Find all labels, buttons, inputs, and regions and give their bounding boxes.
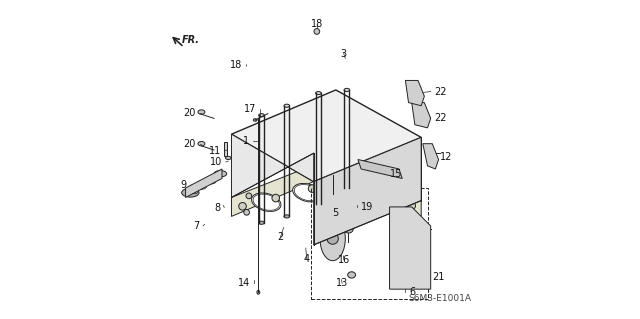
Polygon shape [423, 144, 438, 169]
Ellipse shape [344, 186, 349, 189]
Ellipse shape [188, 188, 198, 194]
Text: 13: 13 [336, 278, 348, 288]
Text: 20: 20 [184, 108, 196, 118]
Polygon shape [232, 90, 421, 182]
Ellipse shape [225, 156, 231, 160]
Text: 2: 2 [277, 232, 284, 242]
Ellipse shape [206, 178, 216, 184]
Ellipse shape [182, 188, 199, 197]
Circle shape [314, 29, 320, 34]
Ellipse shape [348, 272, 356, 278]
Text: 8: 8 [214, 203, 220, 212]
Text: 11: 11 [209, 146, 221, 156]
Ellipse shape [284, 215, 290, 218]
Circle shape [239, 203, 246, 210]
Ellipse shape [196, 184, 207, 189]
Ellipse shape [316, 92, 321, 95]
Ellipse shape [284, 104, 290, 107]
Circle shape [349, 183, 357, 191]
Ellipse shape [198, 110, 205, 114]
Polygon shape [358, 160, 402, 178]
Text: 14: 14 [238, 278, 250, 288]
Ellipse shape [320, 216, 346, 261]
Text: 18: 18 [310, 19, 323, 29]
Ellipse shape [259, 221, 264, 224]
Text: 10: 10 [210, 157, 222, 167]
Text: 19: 19 [361, 202, 373, 212]
Ellipse shape [328, 144, 344, 153]
Circle shape [408, 86, 415, 94]
Text: 21: 21 [432, 271, 445, 281]
Circle shape [414, 108, 422, 116]
Polygon shape [412, 103, 431, 128]
Ellipse shape [259, 114, 264, 117]
Text: FR.: FR. [182, 35, 200, 45]
Ellipse shape [214, 171, 227, 177]
Circle shape [386, 194, 394, 201]
Ellipse shape [259, 147, 274, 156]
Text: 12: 12 [440, 152, 452, 162]
Ellipse shape [356, 133, 372, 142]
Polygon shape [232, 156, 421, 216]
Ellipse shape [326, 143, 346, 154]
Circle shape [408, 202, 415, 210]
Circle shape [327, 233, 339, 244]
Polygon shape [186, 169, 222, 197]
Ellipse shape [292, 183, 322, 202]
Circle shape [246, 193, 252, 199]
Text: 1: 1 [243, 136, 249, 145]
Ellipse shape [253, 119, 257, 121]
Ellipse shape [198, 141, 205, 146]
Text: 3: 3 [340, 48, 347, 59]
Ellipse shape [344, 225, 353, 233]
Polygon shape [405, 80, 424, 106]
Ellipse shape [287, 143, 303, 151]
Text: 5: 5 [333, 208, 339, 218]
Text: 17: 17 [244, 104, 256, 114]
Text: 20: 20 [184, 139, 196, 149]
Text: S6M3-E1001A: S6M3-E1001A [409, 294, 472, 303]
Ellipse shape [256, 146, 276, 158]
Circle shape [244, 210, 250, 215]
Bar [223, 142, 227, 156]
Ellipse shape [252, 193, 281, 211]
Ellipse shape [285, 141, 305, 153]
Text: 15: 15 [390, 169, 402, 179]
Circle shape [272, 194, 280, 202]
Text: 9: 9 [180, 181, 186, 190]
Polygon shape [314, 137, 421, 245]
Text: 4: 4 [303, 254, 310, 264]
Ellipse shape [316, 202, 321, 205]
Text: 22: 22 [435, 86, 447, 97]
Text: 7: 7 [193, 221, 199, 231]
Circle shape [426, 149, 433, 157]
Circle shape [308, 185, 316, 192]
Text: 22: 22 [435, 113, 447, 123]
Text: 6: 6 [409, 287, 415, 297]
Ellipse shape [334, 182, 363, 200]
Bar [310, 188, 428, 299]
Ellipse shape [355, 131, 374, 143]
Circle shape [326, 210, 340, 223]
Ellipse shape [344, 88, 349, 92]
Text: 16: 16 [338, 255, 350, 265]
Ellipse shape [397, 216, 404, 224]
Polygon shape [232, 134, 314, 197]
Text: 18: 18 [230, 60, 243, 70]
Ellipse shape [257, 290, 260, 294]
Polygon shape [390, 207, 431, 289]
Ellipse shape [369, 193, 398, 211]
